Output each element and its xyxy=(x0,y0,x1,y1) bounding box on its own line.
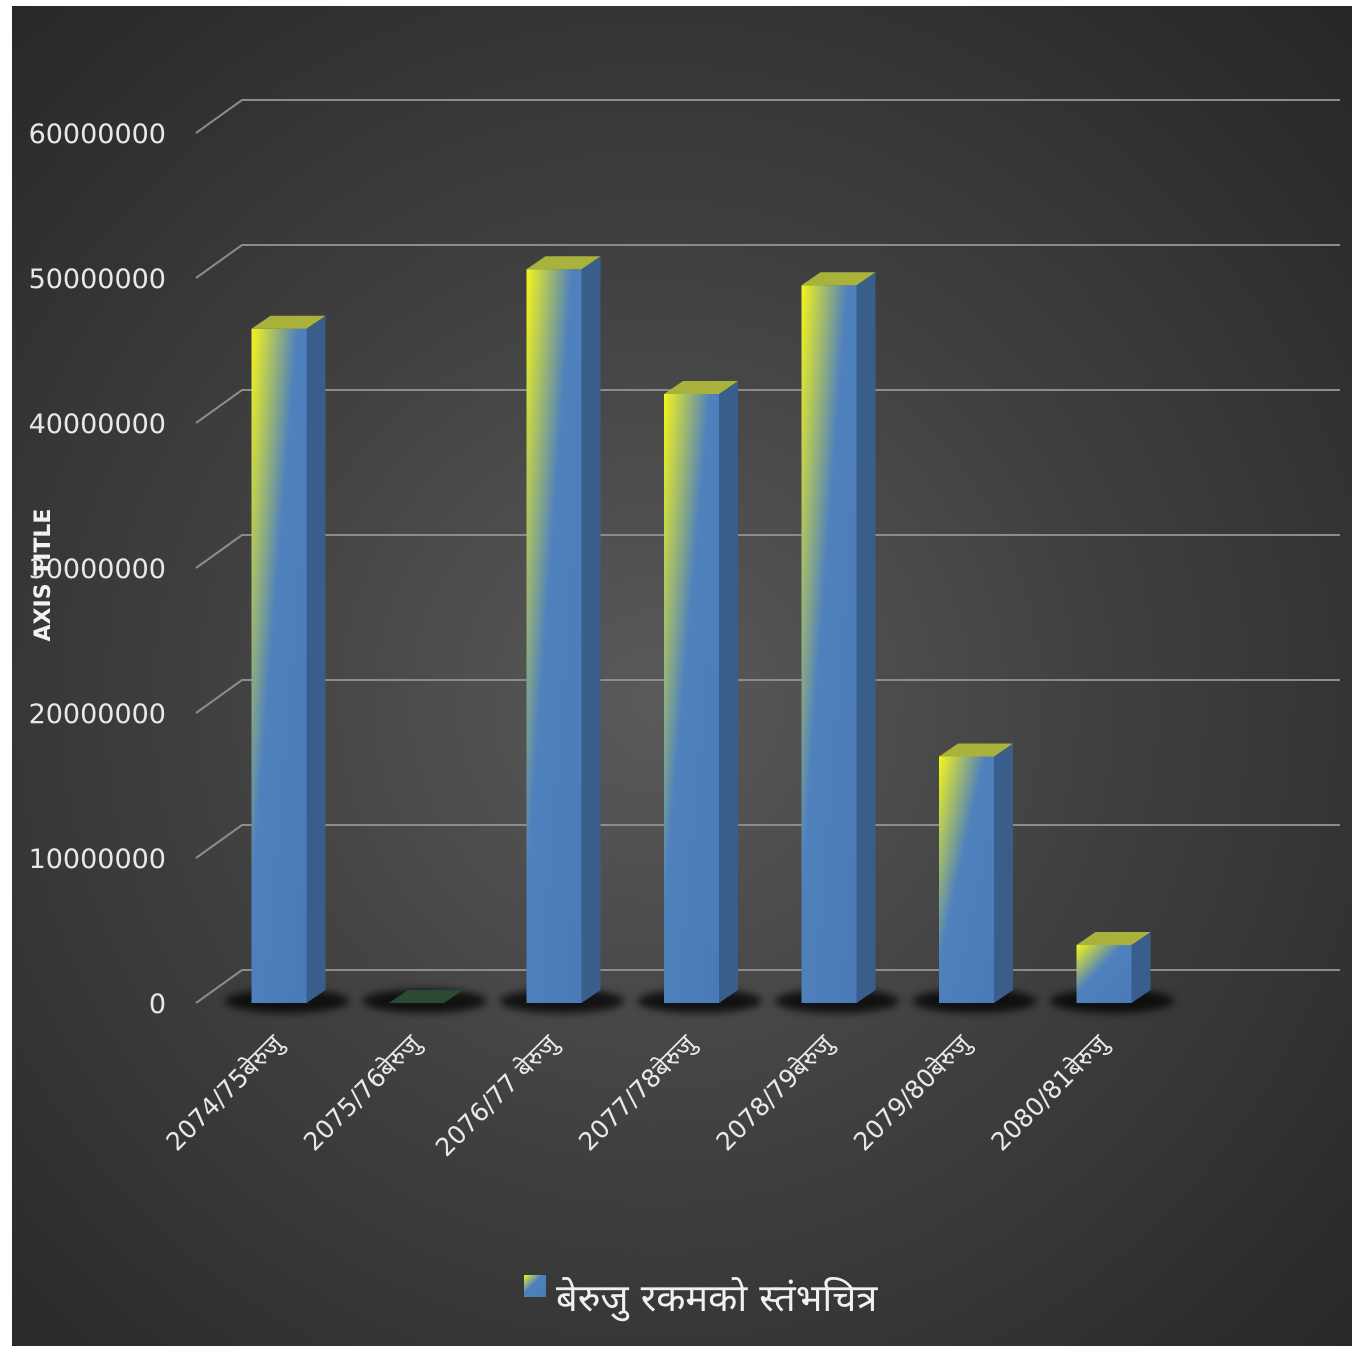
gridline xyxy=(195,534,1340,569)
x-axis-ticks: 2074/75बेरुजु 2075/76बेरुजु 2076/77 बेरुजु… xyxy=(161,1028,1115,1163)
bar xyxy=(912,743,1037,1013)
legend-swatch xyxy=(524,1275,546,1297)
bar xyxy=(225,315,349,1013)
gridline xyxy=(195,824,1340,859)
y-tick-label: 10000000 xyxy=(29,844,166,875)
gridlines xyxy=(195,99,1340,1004)
x-tick-label: 2075/76बेरुजु xyxy=(298,1028,427,1157)
y-tick-label: 60000000 xyxy=(29,119,166,150)
x-tick-label: 2076/77 बेरुजु xyxy=(430,1028,565,1163)
x-tick-label: 2079/80बेरुजु xyxy=(848,1028,977,1157)
bar xyxy=(637,381,762,1013)
y-tick-label: 30000000 xyxy=(29,554,166,585)
y-tick-label: 0 xyxy=(149,989,166,1020)
bar xyxy=(362,989,487,1013)
bar xyxy=(1050,932,1174,1013)
gridline xyxy=(195,389,1340,424)
y-tick-label: 50000000 xyxy=(29,264,166,295)
bar xyxy=(775,272,899,1013)
bars xyxy=(225,256,1174,1013)
gridline xyxy=(195,679,1340,714)
x-tick-label: 2080/81बेरुजु xyxy=(986,1028,1115,1157)
legend-label: बेरुजु रकमको स्तंभचित्र xyxy=(556,1276,878,1322)
y-axis-title: AXIS TITLE xyxy=(31,509,56,642)
legend: बेरुजु रकमको स्तंभचित्र xyxy=(524,1275,878,1322)
y-axis-ticks: 0 10000000 20000000 30000000 40000000 5000000… xyxy=(29,119,166,1020)
gridline xyxy=(195,99,1340,134)
x-tick-label: 2077/78बेरुजु xyxy=(573,1028,702,1157)
x-tick-label: 2074/75बेरुजु xyxy=(161,1028,290,1157)
y-tick-label: 40000000 xyxy=(29,409,166,440)
gridline xyxy=(195,244,1340,279)
y-tick-label: 20000000 xyxy=(29,699,166,730)
bar xyxy=(500,256,624,1013)
x-tick-label: 2078/79बेरुजु xyxy=(711,1028,840,1157)
